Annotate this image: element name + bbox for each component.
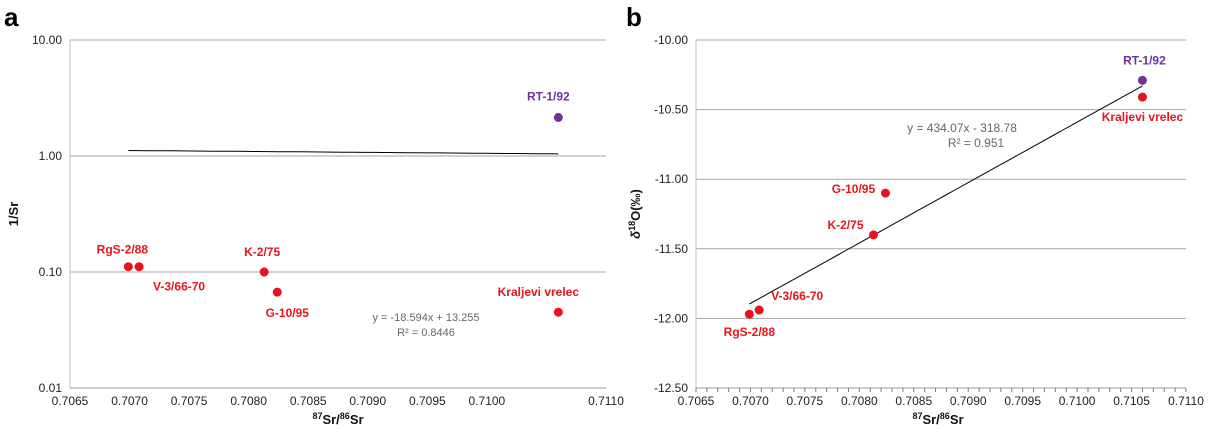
panel-a: a 0.7065 0.7070 0.7075 0.7080 0.7085 0.7090 0.… [4, 2, 624, 427]
y-tick-label: -11.50 [655, 242, 688, 256]
x-tick-label: 0.7090 [349, 394, 386, 408]
x-tick-labels: 0.7065 0.7070 0.7075 0.7080 0.7085 0.7090 0.70… [678, 394, 1205, 408]
x-tick-label: 0.7080 [230, 394, 267, 408]
x-tick-label: 0.7065 [52, 394, 89, 408]
point-label: RgS-2/88 [724, 325, 776, 339]
x-tick-label: 0.7090 [950, 394, 987, 408]
panel-b: b 0.7065 0.7070 0.7075 0.7080 0.7085 0.7090 0.… [626, 2, 1204, 427]
point-labels: RgS-2/88 V-3/66-70 K-2/75 G-10/95 Kraljevi v… [97, 89, 580, 320]
trendline [749, 85, 1143, 305]
point-label: K-2/75 [244, 245, 280, 259]
y-tick-label: 1.00 [39, 149, 63, 163]
point-label: V-3/66-70 [153, 280, 205, 294]
point-label: Kraljevi vrelec [498, 285, 580, 299]
y-tick-label: -11.00 [655, 172, 688, 186]
x-tick-label: 0.7095 [409, 394, 446, 408]
data-point [123, 262, 133, 272]
point-label: RT-1/92 [1123, 53, 1166, 67]
y-tick-label: -12.00 [654, 311, 688, 325]
trendline-equation: y = 434.07x - 318.78 [907, 121, 1017, 135]
point-label: K-2/75 [827, 218, 863, 232]
data-point [134, 262, 144, 272]
trendline-r2: R² = 0.951 [948, 136, 1005, 150]
x-tick-label: 0.7100 [469, 394, 506, 408]
x-tick-label: 0.7110 [588, 394, 624, 408]
x-tick-labels: 0.7065 0.7070 0.7075 0.7080 0.7085 0.7090 0.70… [52, 394, 625, 408]
data-point [754, 305, 764, 315]
data-point [272, 287, 282, 297]
y-tick-label: -10.00 [654, 33, 688, 47]
x-tick-label: 0.7085 [895, 394, 932, 408]
y-tick-label: -10.50 [654, 103, 688, 117]
data-points [744, 75, 1147, 319]
data-point [553, 307, 563, 317]
y-tick-label: 0.01 [39, 381, 63, 395]
panel-label-a: a [4, 2, 19, 32]
x-minor-ticks [695, 388, 1187, 392]
y-tick-label: -12.50 [654, 381, 688, 395]
x-tick-label: 0.7100 [1059, 394, 1096, 408]
data-point [553, 112, 563, 122]
panel-label-b: b [626, 2, 642, 32]
y-tick-labels: 10.00 1.00 0.10 0.01 [32, 33, 62, 395]
x-tick-label: 0.7080 [841, 394, 878, 408]
trendline-equation: y = -18.594x + 13.255 [372, 312, 479, 324]
point-label: Kraljevi vrelec [1102, 110, 1184, 124]
trendline-path [128, 150, 559, 155]
y-axis-title: 1/Sr [6, 202, 21, 227]
grid [70, 39, 606, 273]
x-tick-label: 0.7070 [732, 394, 769, 408]
x-tick-label: 0.7075 [171, 394, 208, 408]
grid [696, 39, 1186, 319]
x-tick-label: 0.7085 [290, 394, 327, 408]
x-tick-label: 0.7065 [678, 394, 715, 408]
point-label: V-3/66-70 [771, 289, 823, 303]
trendline-path [749, 85, 1143, 305]
data-point [744, 309, 754, 319]
point-label: G-10/95 [832, 182, 876, 196]
x-tick-label: 0.7110 [1168, 394, 1204, 408]
x-tick-label: 0.7070 [111, 394, 148, 408]
x-axis-title: 87Sr/86Sr [312, 411, 363, 427]
x-tick-label: 0.7095 [1004, 394, 1041, 408]
x-axis-title: 87Sr/86Sr [912, 411, 963, 427]
trendline [128, 150, 559, 155]
data-points [123, 112, 563, 317]
x-tick-label: 0.7105 [1113, 394, 1150, 408]
point-label: G-10/95 [266, 306, 310, 320]
data-point [259, 267, 269, 277]
y-tick-label: 10.00 [32, 33, 62, 47]
data-point [868, 230, 878, 240]
y-tick-label: 0.10 [39, 265, 63, 279]
point-label: RT-1/92 [527, 89, 570, 103]
point-labels: RgS-2/88 V-3/66-70 K-2/75 G-10/95 Kraljevi v… [724, 53, 1184, 339]
x-tick-label: 0.7075 [787, 394, 824, 408]
point-label: RgS-2/88 [97, 243, 149, 257]
y-tick-labels: -10.00 -10.50 -11.00 -11.50 -12.00 -12.50 [654, 33, 688, 395]
data-point [1137, 92, 1147, 102]
trendline-r2: R² = 0.8446 [397, 327, 455, 339]
y-axis-title: δ18O(‰) [627, 189, 643, 239]
data-point [880, 188, 890, 198]
data-point [1137, 75, 1147, 85]
